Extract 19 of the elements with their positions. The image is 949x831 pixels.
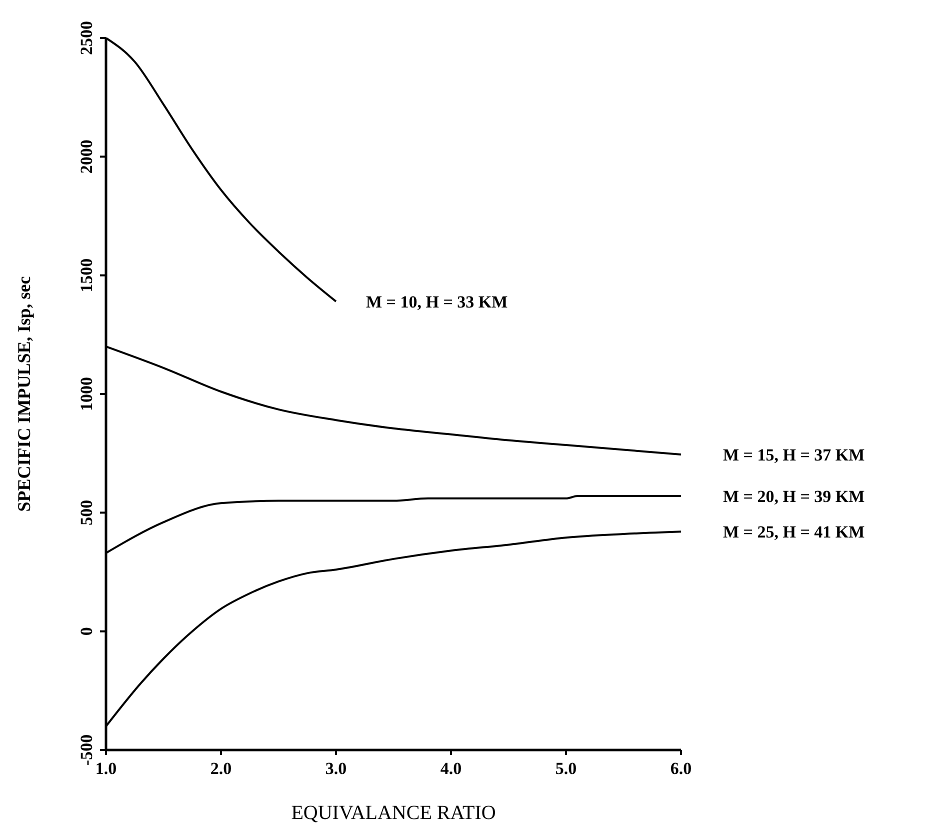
- series-label: M = 10, H = 33 KM: [366, 292, 508, 312]
- y-tick-label: 500: [77, 500, 96, 526]
- text: M = 25, H = 41 KM: [723, 522, 865, 542]
- y-tick-label: 1500: [77, 258, 96, 292]
- x-axis-title: EQUIVALANCE RATIO: [291, 802, 496, 824]
- x-tick-label: 6.0: [670, 759, 692, 778]
- text: M = 20, H = 39 KM: [723, 487, 865, 506]
- x-tick-label: 5.0: [555, 759, 577, 778]
- text: M = 15, H = 37 KM: [723, 446, 865, 465]
- x-tick-label: 4.0: [440, 759, 462, 778]
- y-tick-label: -500: [77, 734, 96, 766]
- y-tick-label: 2500: [77, 21, 96, 55]
- x-tick-label: 1.0: [95, 759, 117, 778]
- y-tick-label: 0: [77, 627, 96, 636]
- x-tick-label: 2.0: [210, 759, 232, 778]
- y-axis-title: SPECIFIC IMPULSE, Isp, sec: [14, 276, 34, 512]
- y-tick-label: 2000: [77, 140, 96, 174]
- y-tick-label: 1000: [77, 377, 96, 411]
- x-tick-label: 3.0: [325, 759, 347, 778]
